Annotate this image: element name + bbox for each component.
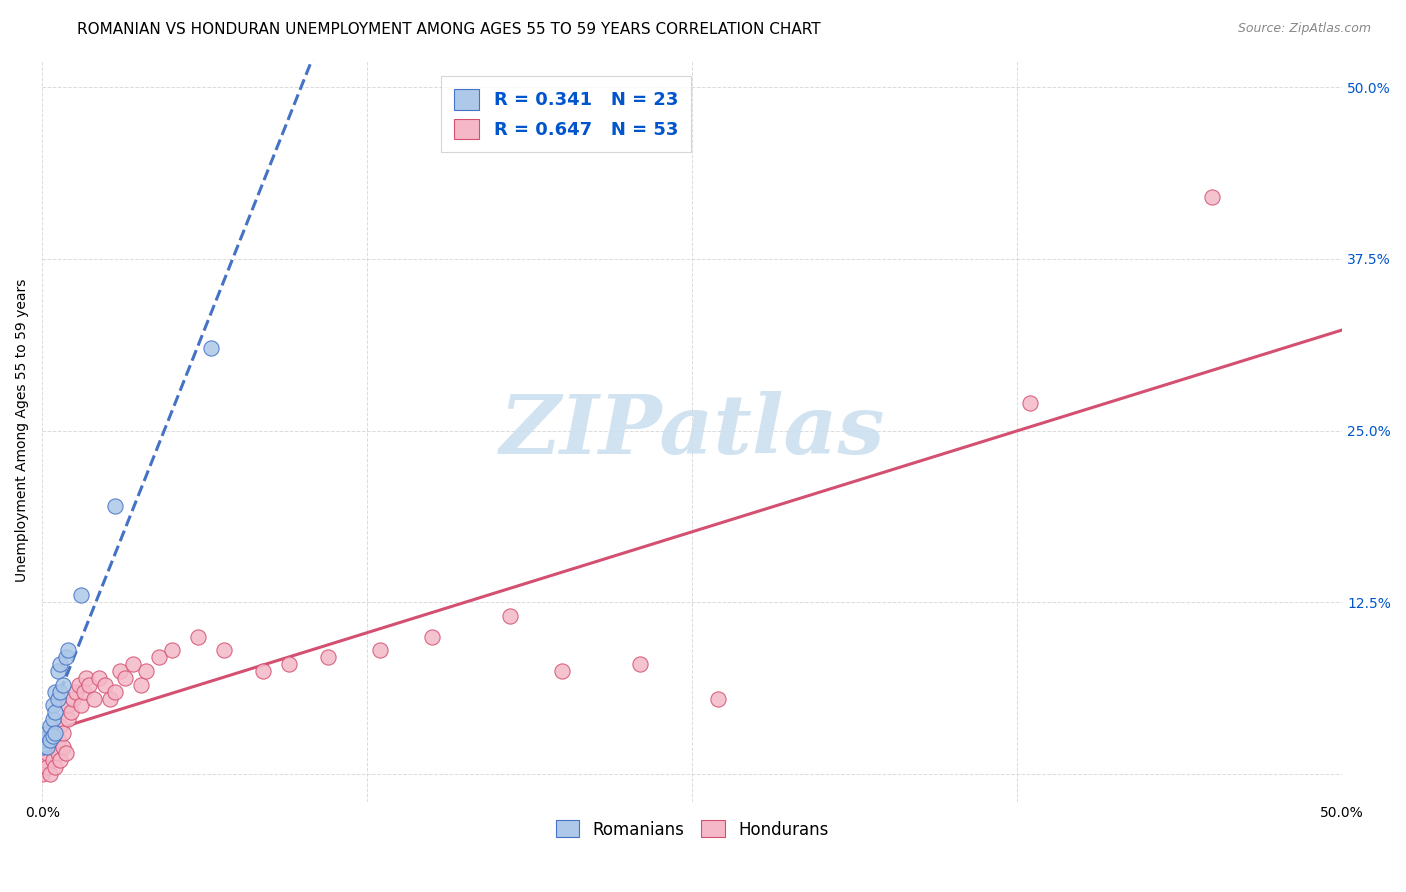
Point <box>58 698 80 713</box>
Point <box>34 737 56 751</box>
Point <box>420 630 443 644</box>
Point <box>37 760 59 774</box>
Point <box>31 767 53 781</box>
Point <box>58 643 80 657</box>
Point <box>46 732 69 747</box>
Point <box>93 678 115 692</box>
Point <box>122 657 145 672</box>
Point <box>83 691 105 706</box>
Point <box>44 706 66 720</box>
Point <box>1019 396 1042 410</box>
Point <box>37 726 59 740</box>
Point <box>148 650 170 665</box>
Point <box>108 664 131 678</box>
Point <box>551 664 574 678</box>
Point <box>49 719 72 733</box>
Point <box>52 739 75 754</box>
Point <box>37 747 59 761</box>
Point <box>41 739 63 754</box>
Point <box>39 732 62 747</box>
Point <box>49 684 72 698</box>
Point <box>59 706 82 720</box>
Point <box>278 657 301 672</box>
Point <box>70 589 93 603</box>
Point <box>62 691 84 706</box>
Text: ROMANIAN VS HONDURAN UNEMPLOYMENT AMONG AGES 55 TO 59 YEARS CORRELATION CHART: ROMANIAN VS HONDURAN UNEMPLOYMENT AMONG … <box>77 22 821 37</box>
Point <box>55 650 77 665</box>
Point <box>104 684 127 698</box>
Point <box>41 729 63 743</box>
Point <box>41 698 63 713</box>
Point <box>49 753 72 767</box>
Point <box>187 630 209 644</box>
Point <box>160 643 183 657</box>
Point <box>65 684 87 698</box>
Point <box>200 341 222 355</box>
Point <box>41 712 63 726</box>
Point <box>39 719 62 733</box>
Point <box>98 691 121 706</box>
Point <box>44 726 66 740</box>
Point <box>129 678 152 692</box>
Point <box>77 678 100 692</box>
Point <box>368 643 391 657</box>
Point <box>44 684 66 698</box>
Point <box>252 664 274 678</box>
Point <box>70 698 93 713</box>
Point <box>37 739 59 754</box>
Y-axis label: Unemployment Among Ages 55 to 59 years: Unemployment Among Ages 55 to 59 years <box>15 279 30 582</box>
Point <box>39 767 62 781</box>
Point <box>46 691 69 706</box>
Point <box>73 684 96 698</box>
Point <box>44 726 66 740</box>
Legend: Romanians, Hondurans: Romanians, Hondurans <box>550 814 835 846</box>
Point <box>52 726 75 740</box>
Point <box>58 712 80 726</box>
Point <box>34 739 56 754</box>
Point <box>39 732 62 747</box>
Point <box>114 671 136 685</box>
Point <box>316 650 339 665</box>
Point <box>46 664 69 678</box>
Point <box>31 739 53 754</box>
Point <box>75 671 97 685</box>
Point <box>44 760 66 774</box>
Point <box>55 747 77 761</box>
Point <box>135 664 157 678</box>
Point <box>34 732 56 747</box>
Point <box>46 747 69 761</box>
Point <box>34 753 56 767</box>
Point <box>212 643 235 657</box>
Point <box>41 753 63 767</box>
Point <box>52 678 75 692</box>
Point <box>499 609 522 624</box>
Point <box>89 671 111 685</box>
Point <box>1201 190 1223 204</box>
Point <box>104 499 127 513</box>
Text: ZIPatlas: ZIPatlas <box>499 391 884 471</box>
Point <box>707 691 730 706</box>
Point <box>49 657 72 672</box>
Point <box>67 678 90 692</box>
Point <box>628 657 651 672</box>
Text: Source: ZipAtlas.com: Source: ZipAtlas.com <box>1237 22 1371 36</box>
